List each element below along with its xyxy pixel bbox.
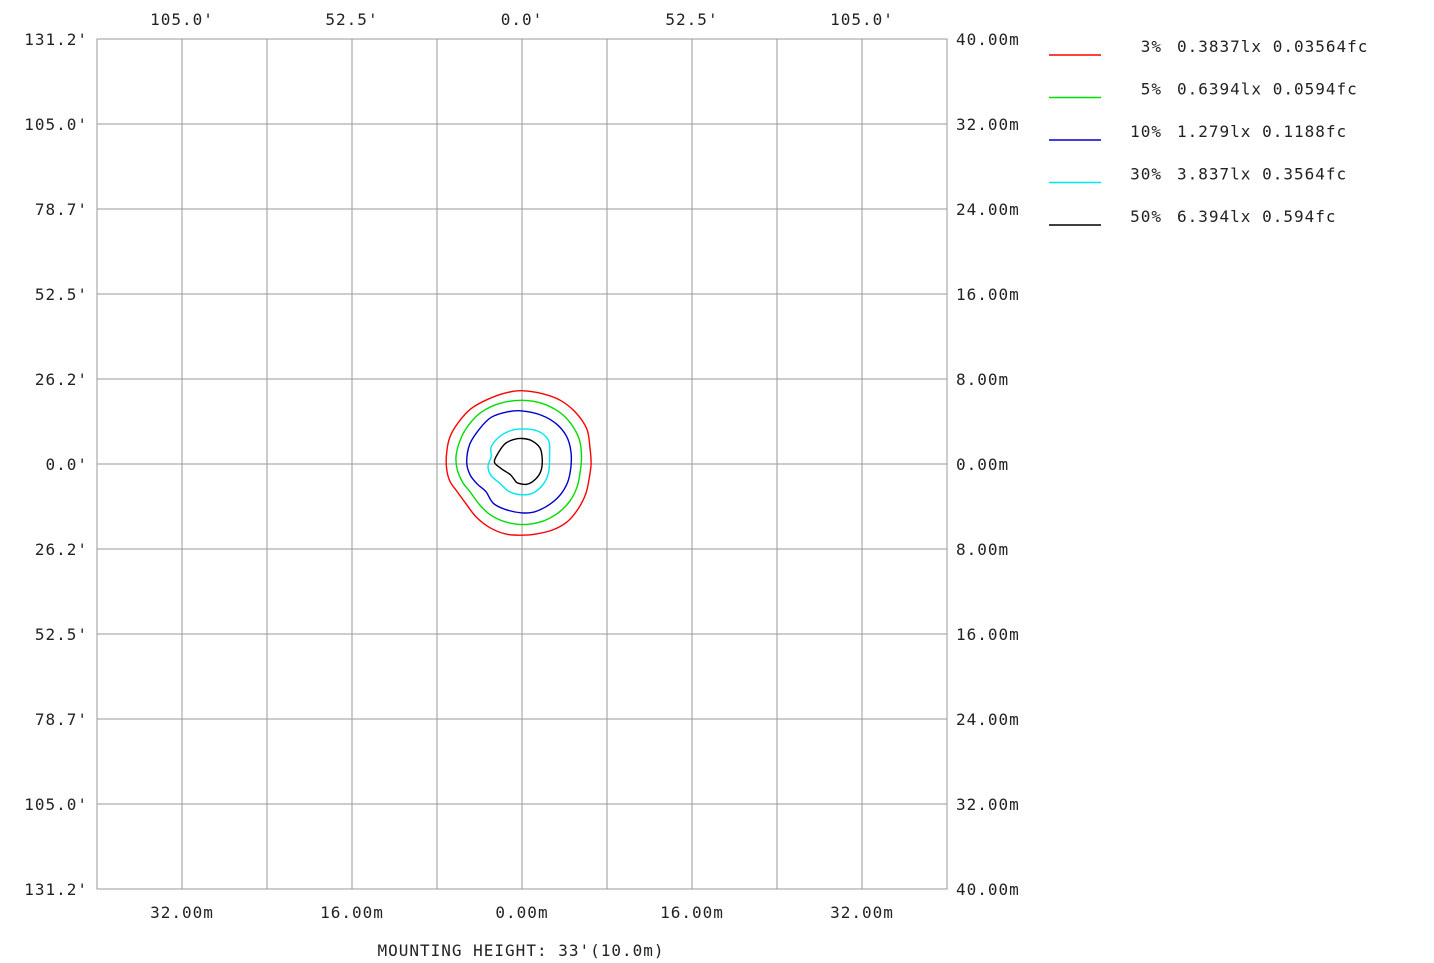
right-tick-label: 24.00m bbox=[956, 200, 1020, 219]
left-tick-label: 26.2' bbox=[35, 540, 88, 559]
right-tick-label: 40.00m bbox=[956, 880, 1020, 899]
legend-percent: 10% bbox=[1130, 122, 1162, 141]
right-tick-label: 0.00m bbox=[956, 455, 1009, 474]
contour-line-1 bbox=[445, 389, 592, 536]
bottom-tick-label: 0.00m bbox=[495, 903, 548, 922]
top-tick-label: 0.0' bbox=[501, 10, 544, 29]
legend-values: 1.279lx 0.1188fc bbox=[1177, 122, 1347, 141]
right-tick-label: 8.00m bbox=[956, 540, 1009, 559]
left-tick-label: 52.5' bbox=[35, 625, 88, 644]
left-axis-ticks: 131.2' 105.0' 78.7' 52.5' 26.2' 0.0' 26.2' 52.5… bbox=[24, 30, 88, 899]
x-axis-label: MOUNTING HEIGHT: 33'(10.0m) bbox=[377, 941, 664, 960]
grid bbox=[97, 39, 947, 889]
right-tick-label: 24.00m bbox=[956, 710, 1020, 729]
top-tick-label: 105.0' bbox=[830, 10, 894, 29]
left-tick-label: 0.0' bbox=[45, 455, 88, 474]
top-tick-label: 105.0' bbox=[150, 10, 214, 29]
left-tick-label: 52.5' bbox=[35, 285, 88, 304]
right-tick-label: 32.00m bbox=[956, 115, 1020, 134]
right-tick-label: 16.00m bbox=[956, 625, 1020, 644]
legend-percent: 5% bbox=[1141, 80, 1162, 99]
plot-frame bbox=[96, 38, 948, 890]
left-tick-label: 131.2' bbox=[24, 30, 88, 49]
contour-series bbox=[445, 389, 592, 536]
top-axis-ticks: 105.0' 52.5' 0.0' 52.5' 105.0' bbox=[150, 10, 894, 29]
top-tick-label: 52.5' bbox=[665, 10, 718, 29]
left-tick-label: 78.7' bbox=[35, 200, 88, 219]
contour-line-3 bbox=[466, 409, 573, 514]
contour-line-2 bbox=[455, 399, 583, 526]
legend-percent: 30% bbox=[1130, 165, 1162, 184]
contour-line-4 bbox=[487, 428, 551, 496]
top-tick-label: 52.5' bbox=[325, 10, 378, 29]
right-axis-ticks: 40.00m 32.00m 24.00m 16.00m 8.00m 0.00m 8.00m 1… bbox=[956, 30, 1020, 899]
legend-percent: 50% bbox=[1130, 207, 1162, 226]
bottom-axis-ticks: 32.00m 16.00m 0.00m 16.00m 32.00m bbox=[150, 903, 894, 922]
contour-line-5 bbox=[493, 437, 543, 486]
left-tick-label: 26.2' bbox=[35, 370, 88, 389]
right-tick-label: 40.00m bbox=[956, 30, 1020, 49]
left-tick-label: 78.7' bbox=[35, 710, 88, 729]
bottom-tick-label: 32.00m bbox=[830, 903, 894, 922]
legend-values: 0.3837lx 0.03564fc bbox=[1177, 37, 1368, 56]
right-tick-label: 16.00m bbox=[956, 285, 1020, 304]
legend-values: 0.6394lx 0.0594fc bbox=[1177, 80, 1358, 99]
right-tick-label: 8.00m bbox=[956, 370, 1009, 389]
left-tick-label: 131.2' bbox=[24, 880, 88, 899]
bottom-tick-label: 16.00m bbox=[660, 903, 724, 922]
right-tick-label: 32.00m bbox=[956, 795, 1020, 814]
legend-values: 6.394lx 0.594fc bbox=[1177, 207, 1337, 226]
legend-percent: 3% bbox=[1141, 37, 1162, 56]
bottom-tick-label: 16.00m bbox=[320, 903, 384, 922]
bottom-tick-label: 32.00m bbox=[150, 903, 214, 922]
left-tick-label: 105.0' bbox=[24, 795, 88, 814]
left-tick-label: 105.0' bbox=[24, 115, 88, 134]
legend-values: 3.837lx 0.3564fc bbox=[1177, 165, 1347, 184]
legend: 3% 0.3837lx 0.03564fc 5% 0.6394lx 0.0594fc 1… bbox=[1049, 37, 1368, 226]
